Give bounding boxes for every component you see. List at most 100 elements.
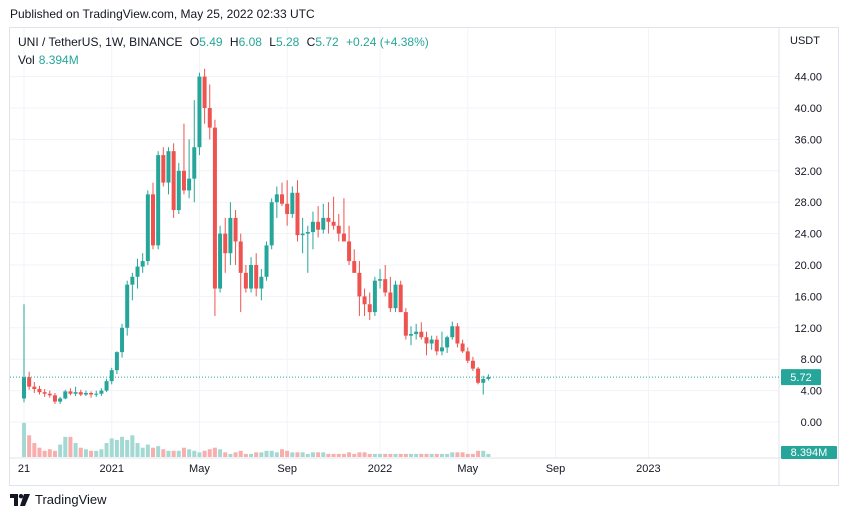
candle-body bbox=[181, 170, 186, 191]
last-price-box bbox=[781, 369, 821, 386]
candle-body bbox=[403, 312, 408, 336]
volume-bar bbox=[424, 453, 429, 457]
candle-body bbox=[249, 265, 254, 289]
candle-body bbox=[218, 233, 223, 289]
candle-body bbox=[383, 279, 388, 293]
volume-bar bbox=[243, 453, 248, 457]
candle-body bbox=[274, 194, 279, 203]
candle-body bbox=[357, 272, 362, 297]
volume-bar bbox=[254, 452, 259, 457]
volume-bar bbox=[465, 453, 470, 457]
candle-body bbox=[156, 155, 161, 246]
currency-label[interactable]: USDT bbox=[790, 35, 820, 47]
candle-body bbox=[202, 76, 207, 108]
volume-bar bbox=[89, 450, 94, 457]
symbol-title[interactable]: UNI / TetherUS, 1W, BINANCE bbox=[18, 35, 183, 49]
volume-bar bbox=[481, 450, 486, 457]
volume-bar bbox=[238, 450, 243, 457]
candle-body bbox=[372, 280, 377, 313]
candle-body bbox=[68, 391, 73, 394]
volume-bar bbox=[450, 452, 455, 457]
candle-body bbox=[32, 386, 37, 390]
candle-body bbox=[465, 351, 470, 361]
candle-body bbox=[243, 272, 248, 289]
volume-bar bbox=[135, 443, 140, 457]
candle-body bbox=[414, 331, 419, 335]
volume-bar bbox=[419, 453, 424, 457]
volume-bar bbox=[414, 453, 419, 457]
volume-bar bbox=[114, 439, 119, 457]
candle-body bbox=[295, 192, 300, 236]
volume-bar bbox=[125, 439, 130, 457]
candle-body bbox=[434, 339, 439, 352]
published-caption: Published on TradingView.com, May 25, 20… bbox=[10, 7, 315, 21]
y-tick-label: 32.00 bbox=[794, 166, 822, 178]
chart-frame[interactable] bbox=[9, 27, 839, 486]
low-value: 5.28 bbox=[275, 35, 300, 49]
candle-body bbox=[233, 217, 238, 242]
open-label: O bbox=[189, 35, 200, 49]
candle-body bbox=[83, 392, 88, 395]
volume-bar bbox=[27, 435, 32, 457]
candle-body bbox=[486, 377, 491, 379]
candle-body bbox=[27, 377, 32, 387]
candle-body bbox=[140, 261, 145, 267]
volume-bar bbox=[37, 447, 42, 457]
candle-body bbox=[321, 217, 326, 230]
candle-body bbox=[151, 194, 155, 246]
volume-bar bbox=[233, 452, 238, 457]
x-tick-label: Sep bbox=[546, 463, 566, 475]
candle-body bbox=[409, 334, 413, 336]
candle-body bbox=[429, 339, 434, 344]
candle-body bbox=[290, 192, 295, 214]
volume-bar bbox=[63, 436, 68, 457]
volume-bar bbox=[223, 452, 228, 457]
volume-bar bbox=[310, 452, 315, 457]
candle-body bbox=[114, 352, 119, 371]
volume-bar bbox=[316, 452, 321, 457]
x-tick-label: May bbox=[457, 463, 478, 475]
volume-bar bbox=[32, 443, 37, 457]
volume-bar bbox=[476, 450, 481, 457]
candle-body bbox=[42, 392, 47, 394]
volume-label[interactable]: Vol bbox=[18, 53, 35, 67]
volume-bar bbox=[455, 452, 460, 457]
candle-body bbox=[47, 393, 52, 396]
volume-bar bbox=[331, 453, 336, 457]
candle-body bbox=[419, 331, 424, 338]
volume-bar bbox=[151, 447, 155, 457]
volume-bar bbox=[73, 443, 78, 457]
volume-bar bbox=[409, 453, 413, 457]
candle-body bbox=[439, 347, 444, 352]
volume-bar bbox=[52, 450, 57, 457]
volume-bar bbox=[352, 453, 357, 457]
volume-bar bbox=[58, 444, 63, 457]
candle-body bbox=[94, 393, 99, 395]
close-label: C bbox=[306, 35, 316, 49]
candle-body bbox=[280, 194, 284, 204]
change-value: +0.24 (+4.38%) bbox=[346, 35, 429, 49]
volume-bar bbox=[166, 450, 171, 457]
volume-bar bbox=[305, 453, 310, 457]
symbol-legend: UNI / TetherUS, 1W, BINANCE O5.49 H6.08 … bbox=[18, 35, 433, 49]
candle-body bbox=[212, 127, 217, 289]
volume-bar bbox=[212, 447, 217, 457]
volume-bar bbox=[362, 452, 367, 457]
low-label: L bbox=[269, 35, 276, 49]
y-tick-label: 24.00 bbox=[794, 229, 822, 241]
last-volume-box bbox=[781, 446, 837, 459]
footer-brand[interactable]: TradingView bbox=[10, 492, 107, 507]
candle-body bbox=[476, 368, 481, 383]
volume-bar bbox=[285, 450, 290, 457]
volume-bar bbox=[357, 452, 362, 457]
volume-bar bbox=[264, 450, 269, 457]
candle-body bbox=[362, 296, 367, 305]
candle-body bbox=[197, 76, 202, 148]
candle-body bbox=[460, 343, 465, 352]
candle-body bbox=[207, 108, 212, 128]
volume-bar bbox=[403, 453, 408, 457]
volume-bar bbox=[388, 453, 393, 457]
volume-bar bbox=[78, 447, 83, 457]
y-tick-label: 40.00 bbox=[794, 103, 822, 115]
